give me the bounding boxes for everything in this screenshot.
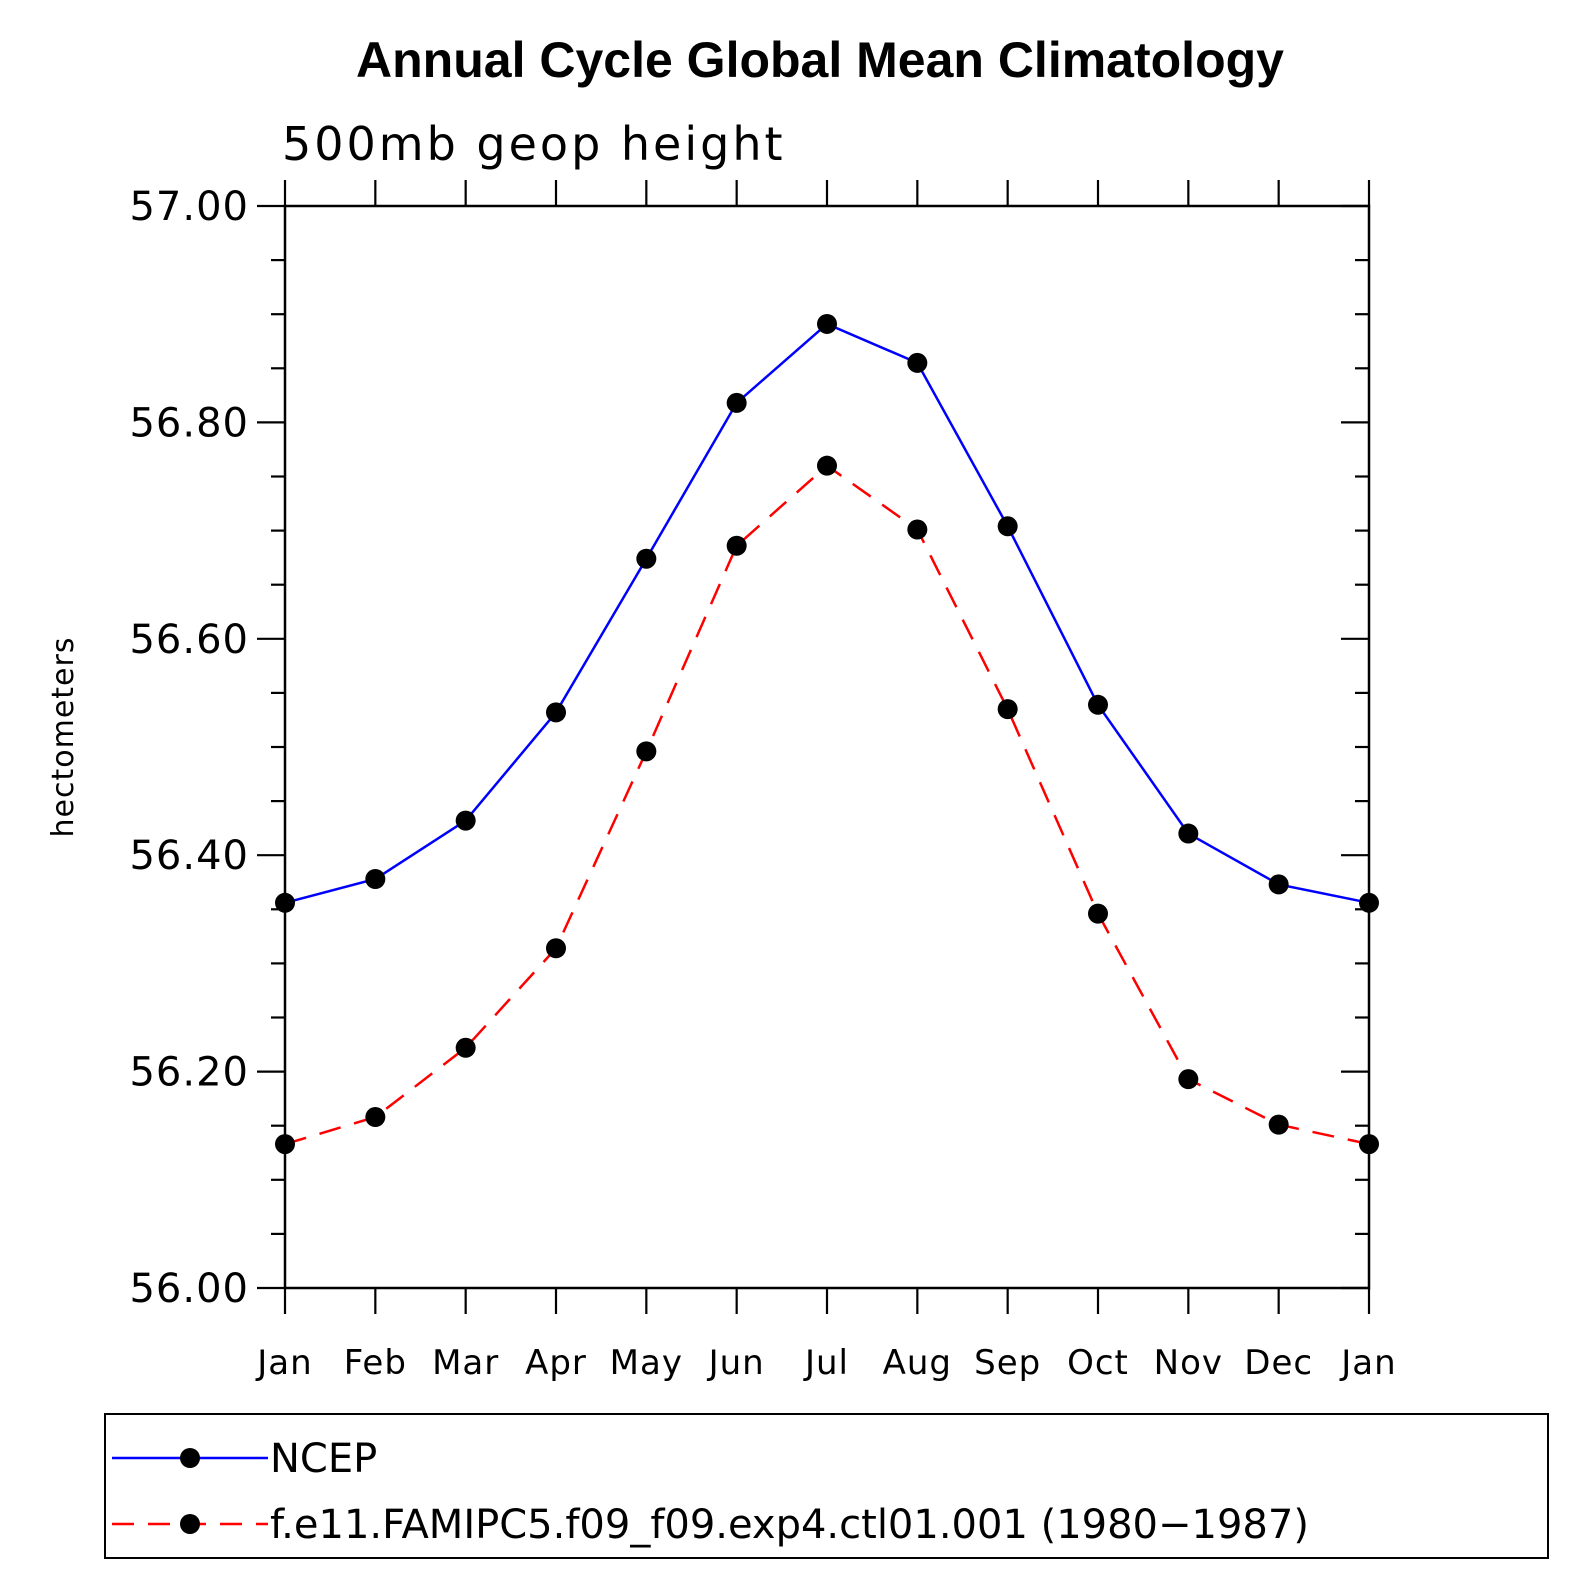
legend-marker-1 xyxy=(180,1448,200,1468)
data-point xyxy=(997,516,1018,537)
data-point xyxy=(455,1037,476,1058)
axis-ticks xyxy=(257,180,1371,1314)
data-point xyxy=(1268,874,1289,895)
y-tick-label: 57.00 xyxy=(129,184,249,230)
data-point xyxy=(726,535,747,556)
data-point xyxy=(907,519,928,540)
data-point xyxy=(546,702,566,723)
x-tick-label: Mar xyxy=(432,1343,499,1383)
plot-area-frame xyxy=(283,204,1371,1290)
data-point xyxy=(275,892,295,913)
data-point xyxy=(275,1134,295,1155)
x-tick-label: Apr xyxy=(525,1343,587,1383)
y-tick-label: 56.00 xyxy=(129,1266,249,1312)
data-point xyxy=(907,352,928,373)
data-point xyxy=(726,392,747,413)
data-point xyxy=(636,548,657,569)
x-tick-label: Oct xyxy=(1067,1343,1129,1383)
series-line-1 xyxy=(284,322,1370,905)
data-point xyxy=(365,1107,386,1128)
legend-label-2: f.e11.FAMIPC5.f09_f09.exp4.ctl01.001 (19… xyxy=(270,1502,1309,1548)
data-point xyxy=(997,699,1018,720)
x-tick-label: Jul xyxy=(803,1343,849,1383)
x-tick-label: Jan xyxy=(1339,1343,1396,1383)
data-point xyxy=(365,869,386,890)
data-point xyxy=(1088,694,1108,715)
y-tick-label: 56.40 xyxy=(129,833,249,879)
legend-marker-2 xyxy=(180,1514,200,1534)
y-tick-label: 56.80 xyxy=(129,400,249,446)
data-point xyxy=(1359,892,1379,913)
chart-subtitle: 500mb geop height xyxy=(282,117,786,171)
y-tick-labels: 56.00 56.20 56.40 56.60 56.80 57.00 xyxy=(129,184,249,1312)
chart-title: Annual Cycle Global Mean Climatology xyxy=(356,32,1284,88)
x-tick-label: Sep xyxy=(974,1343,1041,1383)
data-point xyxy=(817,313,837,334)
x-tick-labels: Jan Feb Mar Apr May Jun Jul Aug Sep Oct Nov Dec Jan xyxy=(255,1343,1396,1383)
y-tick-label: 56.60 xyxy=(129,617,249,663)
series-line-2 xyxy=(284,464,1370,1146)
data-point xyxy=(1268,1114,1289,1135)
x-tick-label: Jan xyxy=(255,1343,312,1383)
data-point xyxy=(817,455,837,476)
data-point xyxy=(1088,903,1108,924)
legend-label-1: NCEP xyxy=(270,1436,377,1482)
data-point xyxy=(1359,1134,1379,1155)
data-point xyxy=(1178,1069,1199,1090)
x-tick-label: Dec xyxy=(1244,1343,1313,1383)
x-tick-label: Feb xyxy=(344,1343,407,1383)
data-point xyxy=(1178,823,1199,844)
x-tick-label: Jun xyxy=(707,1343,765,1383)
legend: NCEP f.e11.FAMIPC5.f09_f09.exp4.ctl01.001… xyxy=(104,1413,1549,1559)
data-point xyxy=(455,810,476,831)
y-axis-label: hectometers xyxy=(46,637,81,838)
data-point xyxy=(546,938,566,959)
series-layer xyxy=(275,313,1379,1155)
x-tick-label: Nov xyxy=(1154,1343,1223,1383)
x-tick-label: Aug xyxy=(883,1343,952,1383)
y-tick-label: 56.20 xyxy=(129,1050,249,1096)
legend-box xyxy=(104,1413,1549,1559)
x-tick-label: May xyxy=(610,1343,683,1383)
data-point xyxy=(636,741,657,762)
